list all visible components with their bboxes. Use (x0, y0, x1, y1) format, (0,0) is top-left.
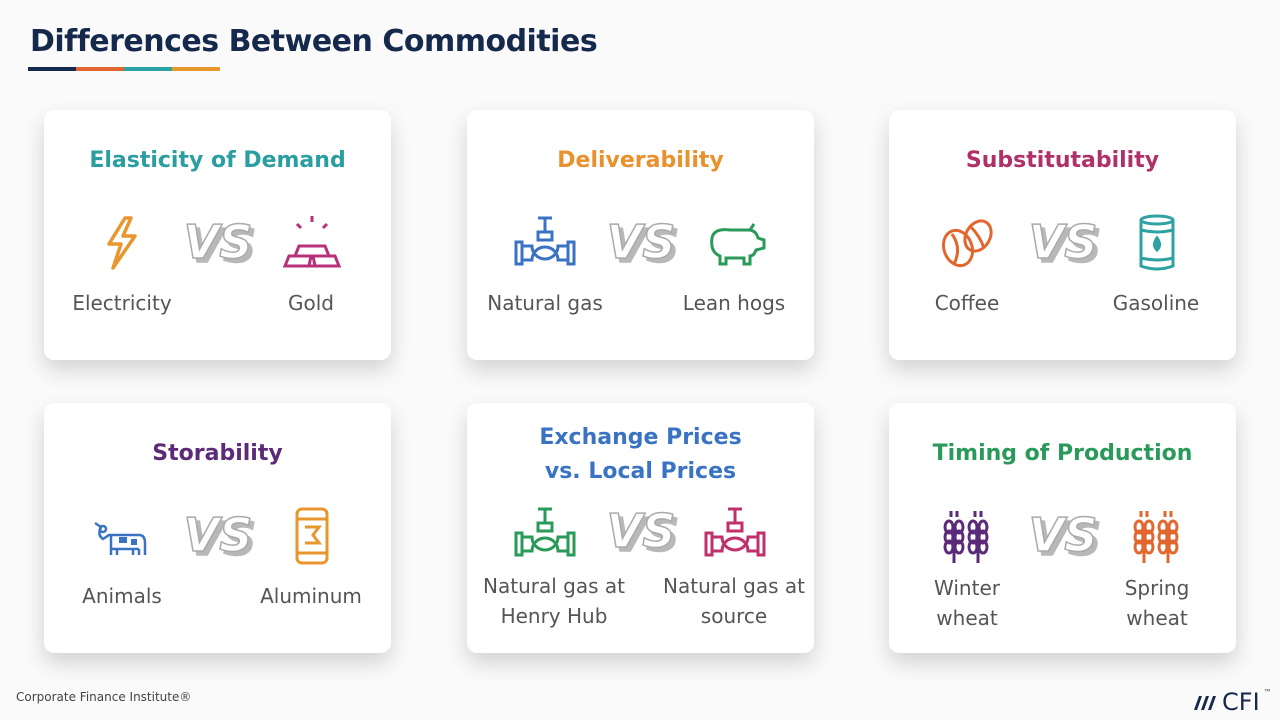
page-title: Differences Between Commodities (30, 24, 598, 59)
vs-icon: VS (183, 214, 253, 270)
commodity-card: Deliverability VS Natural gas Lean hogs (467, 110, 814, 360)
card-title: Storability (152, 441, 283, 466)
commodity-card: Storability VS Animals Aluminum (44, 403, 391, 653)
commodity-card: Timing of Production VS Winter wheat Spr… (889, 403, 1236, 653)
right-commodity-label: Gold (288, 291, 334, 315)
vs-text: VS (184, 508, 253, 562)
pig-icon (710, 223, 766, 266)
gas-valve-icon (514, 507, 576, 557)
wheat-icon (943, 511, 989, 563)
vs-icon: VS (606, 503, 676, 559)
left-commodity-label: Natural gas (487, 291, 603, 315)
coffee-beans-icon (941, 219, 993, 268)
vs-text: VS (1029, 508, 1098, 562)
oil-barrel-icon (1139, 214, 1175, 271)
right-commodity-label: Gasoline (1112, 291, 1200, 315)
commodity-card: Substitutability VS Coffee Gasoline (889, 110, 1236, 360)
left-commodity-label: Electricity (72, 291, 172, 315)
cfi-logo: CFI ™ (1192, 688, 1272, 716)
commodity-card: Elasticity of Demand VS Electricity Gold (44, 110, 391, 360)
left-commodity-label: Coffee (934, 291, 1000, 315)
right-commodity-label: Lean hogs (682, 291, 786, 315)
vs-icon: VS (606, 214, 676, 270)
card-title: Substitutability (965, 148, 1160, 173)
vs-icon: VS (1028, 507, 1098, 563)
left-commodity-label: Winter wheat (934, 576, 1000, 630)
vs-text: VS (184, 215, 253, 269)
vs-text: VS (1029, 215, 1098, 269)
vs-text: VS (607, 504, 676, 558)
card-title: Elasticity of Demand (89, 148, 346, 173)
card-title: Exchange Prices vs. Local Prices (539, 425, 742, 484)
vs-text: VS (607, 215, 676, 269)
gas-valve-icon (514, 216, 576, 266)
title-underline (28, 67, 220, 71)
vs-icon: VS (183, 507, 253, 563)
logo-tm: ™ (1263, 688, 1272, 697)
cow-icon (94, 521, 147, 555)
commodity-card: Exchange Prices vs. Local Prices VS Natu… (467, 403, 814, 653)
card-title: Timing of Production (932, 441, 1193, 466)
left-commodity-label: Natural gas at Henry Hub (483, 574, 625, 628)
right-commodity-label: Aluminum (260, 584, 362, 608)
logo-text: CFI (1222, 688, 1260, 716)
left-commodity-label: Animals (82, 584, 162, 608)
right-commodity-label: Spring wheat (1124, 576, 1190, 630)
wheat-icon (1133, 511, 1179, 563)
gas-valve-icon (704, 507, 766, 557)
right-commodity-label: Natural gas at source (663, 574, 805, 628)
can-icon (295, 507, 329, 565)
lightning-icon (107, 216, 137, 270)
card-title: Deliverability (557, 148, 724, 173)
footer-credit: Corporate Finance Institute® (16, 690, 192, 704)
logo-stripes-icon (1194, 696, 1216, 710)
gold-bars-icon (282, 216, 342, 268)
vs-icon: VS (1028, 214, 1098, 270)
